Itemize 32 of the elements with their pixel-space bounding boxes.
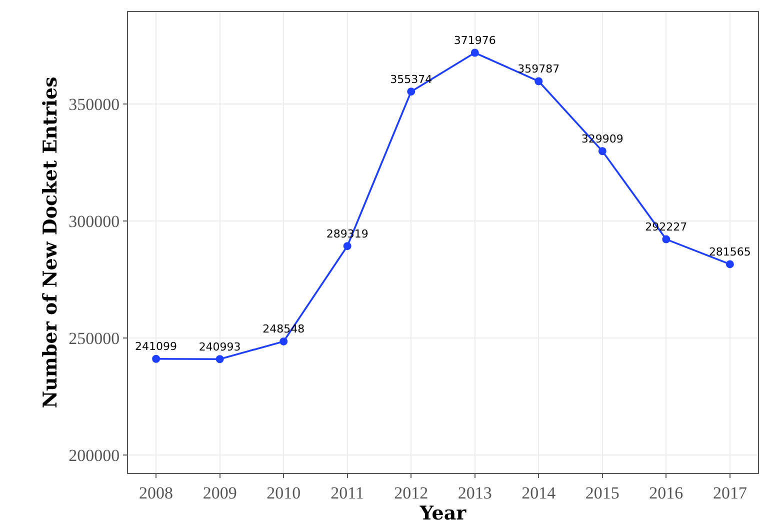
point <box>598 147 606 156</box>
x-tick-label: 2015 <box>585 483 620 502</box>
y-tick-label: 200000 <box>68 446 120 465</box>
data-label: 240993 <box>198 340 241 354</box>
x-tick-label: 2013 <box>458 483 492 502</box>
x-tick-label: 2016 <box>649 483 684 502</box>
data-label: 371976 <box>454 34 496 47</box>
data-label: 355374 <box>390 72 432 86</box>
point <box>216 355 224 364</box>
data-label: 359787 <box>518 62 560 76</box>
point <box>470 48 479 57</box>
y-tick-label: 350000 <box>68 95 120 114</box>
point <box>662 235 670 244</box>
x-tick-label: 2012 <box>394 483 428 502</box>
y-axis-title: Number of New Docket Entries <box>39 76 62 408</box>
x-tick-label: 2011 <box>330 483 364 502</box>
point <box>534 77 543 86</box>
x-tick-label: 2008 <box>139 483 174 502</box>
x-tick-label: 2014 <box>522 483 556 502</box>
x-tick-label: 2009 <box>202 483 237 502</box>
point <box>280 337 288 346</box>
data-label: 241099 <box>135 340 178 354</box>
x-axis-title: Year <box>418 502 468 524</box>
y-tick-label: 300000 <box>68 212 120 232</box>
point <box>343 242 352 250</box>
data-label: 281565 <box>708 245 751 258</box>
point <box>152 354 160 363</box>
point <box>726 260 734 268</box>
y-tick-label: 250000 <box>68 328 120 348</box>
x-tick-label: 2017 <box>712 483 748 502</box>
x-tick-label: 2010 <box>266 483 301 502</box>
point <box>407 88 416 96</box>
